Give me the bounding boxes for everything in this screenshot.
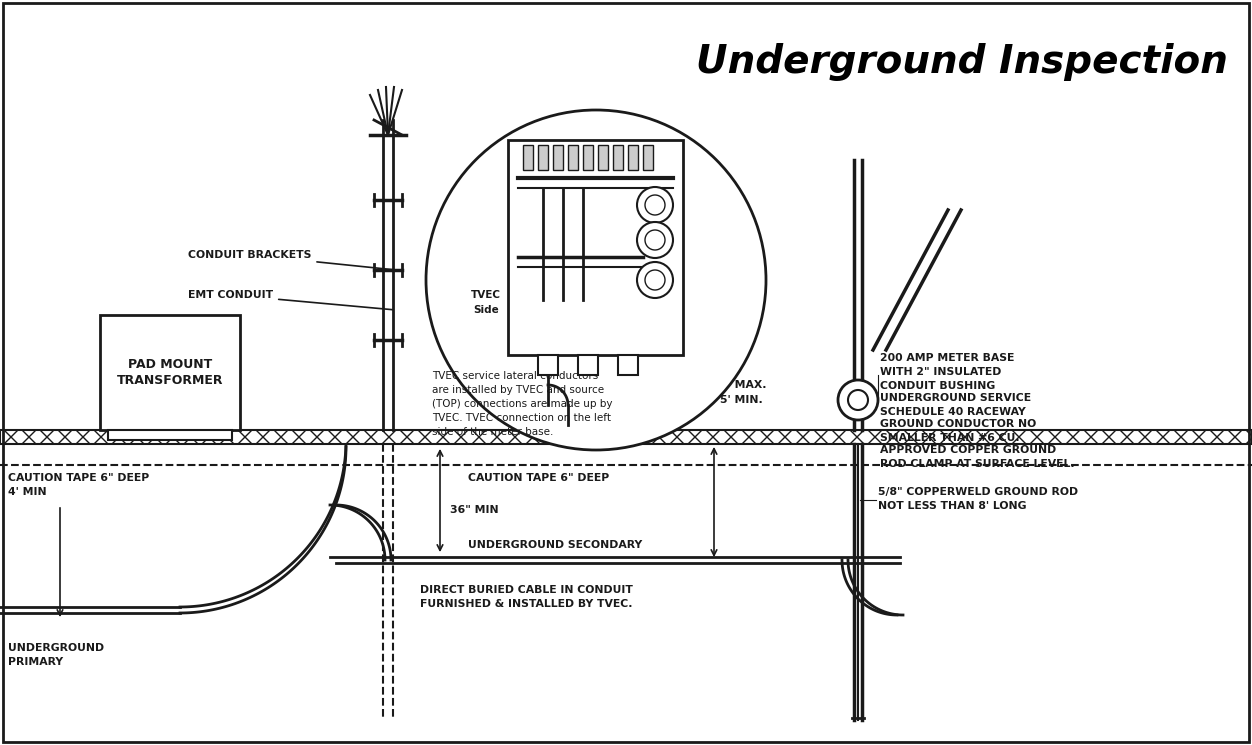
Text: TRANSFORMER: TRANSFORMER [116, 374, 223, 387]
Text: CONDUIT BUSHING: CONDUIT BUSHING [880, 381, 995, 391]
Bar [568, 145, 578, 170]
Circle shape [848, 390, 868, 410]
Bar [583, 145, 593, 170]
Text: UNDERGROUND: UNDERGROUND [8, 643, 104, 653]
Circle shape [645, 230, 665, 250]
Text: 6' MAX.: 6' MAX. [720, 380, 766, 390]
Text: CONDUIT BRACKETS: CONDUIT BRACKETS [188, 250, 393, 270]
Text: WITH 2" INSULATED: WITH 2" INSULATED [880, 367, 1002, 377]
Text: CAUTION TAPE 6" DEEP: CAUTION TAPE 6" DEEP [468, 473, 610, 483]
Bar [613, 145, 623, 170]
Circle shape [637, 262, 674, 298]
Bar [100, 315, 240, 430]
Bar [108, 430, 232, 440]
Text: 5/8" COPPERWELD GROUND ROD: 5/8" COPPERWELD GROUND ROD [878, 487, 1078, 497]
Text: TVEC: TVEC [471, 290, 501, 300]
Bar [598, 145, 608, 170]
Bar [523, 145, 533, 170]
Text: TVEC. TVEC connection on the left: TVEC. TVEC connection on the left [432, 413, 611, 423]
Text: EMT CONDUIT: EMT CONDUIT [188, 290, 393, 310]
Text: NOT LESS THAN 8' LONG: NOT LESS THAN 8' LONG [878, 501, 1027, 511]
Circle shape [637, 187, 674, 223]
Bar [644, 145, 654, 170]
Bar [618, 355, 639, 375]
Text: 36" MIN: 36" MIN [449, 505, 498, 515]
Circle shape [838, 380, 878, 420]
Bar [553, 145, 563, 170]
Text: DIRECT BURIED CABLE IN CONDUIT: DIRECT BURIED CABLE IN CONDUIT [419, 585, 632, 595]
Bar [0, 430, 1252, 444]
Text: CAUTION TAPE 6" DEEP: CAUTION TAPE 6" DEEP [8, 473, 149, 483]
Text: UNDERGROUND SECONDARY: UNDERGROUND SECONDARY [468, 540, 642, 550]
Text: APPROVED COPPER GROUND: APPROVED COPPER GROUND [880, 445, 1057, 455]
Text: (TOP) connections are made up by: (TOP) connections are made up by [432, 399, 612, 409]
Bar [538, 355, 558, 375]
Text: TVEC service lateral conductors: TVEC service lateral conductors [432, 371, 598, 381]
Bar [578, 355, 598, 375]
Circle shape [426, 110, 766, 450]
Text: PAD MOUNT: PAD MOUNT [128, 358, 212, 371]
Text: 4' MIN: 4' MIN [8, 487, 46, 497]
Text: Side: Side [473, 305, 498, 315]
Circle shape [645, 195, 665, 215]
Text: ROD CLAMP AT SURFACE LEVEL.: ROD CLAMP AT SURFACE LEVEL. [880, 459, 1074, 469]
Text: SMALLER THAN #6 CU.: SMALLER THAN #6 CU. [880, 433, 1019, 443]
Text: side of the meter base.: side of the meter base. [432, 427, 553, 437]
Bar [508, 140, 684, 355]
Text: FURNISHED & INSTALLED BY TVEC.: FURNISHED & INSTALLED BY TVEC. [419, 599, 632, 609]
Text: 200 AMP METER BASE: 200 AMP METER BASE [880, 353, 1014, 363]
Circle shape [637, 222, 674, 258]
Bar [629, 145, 639, 170]
Text: are installed by TVEC and source: are installed by TVEC and source [432, 385, 605, 395]
Text: 5' MIN.: 5' MIN. [720, 395, 762, 405]
Text: SCHEDULE 40 RACEWAY: SCHEDULE 40 RACEWAY [880, 407, 1025, 417]
Text: UNDERGROUND SERVICE: UNDERGROUND SERVICE [880, 393, 1032, 403]
Text: GROUND CONDUCTOR NO: GROUND CONDUCTOR NO [880, 419, 1037, 429]
Text: Underground Inspection: Underground Inspection [696, 43, 1228, 81]
Circle shape [645, 270, 665, 290]
Text: PRIMARY: PRIMARY [8, 657, 63, 667]
Bar [538, 145, 548, 170]
